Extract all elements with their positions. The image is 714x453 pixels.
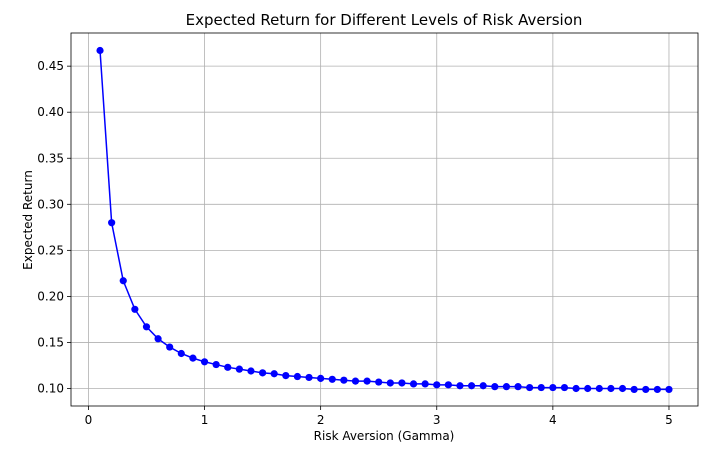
- data-point: [386, 379, 394, 387]
- data-point: [108, 219, 116, 227]
- data-point: [293, 372, 302, 381]
- data-point: [433, 381, 441, 389]
- data-point: [409, 380, 418, 388]
- data-point: [270, 370, 278, 378]
- data-point: [584, 384, 592, 393]
- data-point: [258, 369, 267, 377]
- data-point: [305, 373, 313, 382]
- data-point: [537, 383, 545, 392]
- data-point: [351, 377, 360, 385]
- data-point: [398, 379, 406, 387]
- y-tick-label: 0.40: [37, 105, 64, 119]
- data-point: [142, 323, 151, 331]
- data-point: [467, 382, 476, 390]
- data-point: [479, 382, 487, 390]
- x-tick-label: 4: [549, 413, 557, 427]
- data-point: [166, 343, 174, 351]
- data-point: [630, 385, 638, 394]
- data-point: [618, 384, 627, 393]
- data-point: [96, 46, 104, 55]
- data-point: [665, 385, 673, 394]
- x-tick-label: 3: [433, 413, 441, 427]
- data-point: [526, 383, 534, 392]
- series-line: [99, 50, 669, 391]
- data-point: [607, 384, 615, 393]
- data-point: [653, 385, 661, 394]
- data-point: [421, 380, 429, 388]
- tick-layer: 0 1 2 3 4 5 0.10 0.15 0.20 0.25 0.30 0.35 0.40 0.45: [37, 59, 673, 427]
- grid-layer: [71, 33, 698, 406]
- data-point: [235, 365, 243, 373]
- data-point: [154, 335, 162, 343]
- x-tick-label: 5: [665, 413, 673, 427]
- y-tick-label: 0.20: [37, 289, 64, 303]
- y-tick-label: 0.45: [37, 59, 64, 73]
- data-point: [131, 305, 139, 313]
- y-tick-label: 0.25: [37, 243, 64, 257]
- y-tick-label: 0.10: [37, 382, 64, 396]
- data-point: [514, 383, 522, 391]
- data-point: [363, 377, 371, 385]
- data-point: [200, 358, 209, 366]
- data-point: [177, 349, 185, 358]
- y-tick-label: 0.30: [37, 197, 64, 211]
- x-tick-label: 0: [85, 413, 93, 427]
- data-point: [595, 384, 603, 393]
- data-point: [549, 383, 557, 392]
- data-point: [491, 383, 499, 391]
- data-point: [340, 376, 348, 384]
- y-axis-label: Expected Return: [21, 170, 35, 270]
- data-point: [247, 367, 255, 375]
- chart-title: Expected Return for Different Levels of …: [186, 11, 583, 29]
- x-tick-label: 1: [201, 413, 209, 427]
- data-point: [224, 363, 232, 371]
- data-point: [212, 360, 220, 369]
- x-axis-label: Risk Aversion (Gamma): [314, 429, 455, 443]
- data-point: [456, 382, 464, 390]
- y-tick-label: 0.35: [37, 151, 64, 165]
- data-point: [642, 385, 650, 394]
- data-point: [444, 381, 452, 389]
- data-point: [375, 378, 383, 386]
- data-point: [328, 375, 336, 383]
- data-point: [189, 354, 197, 362]
- data-point: [502, 383, 511, 391]
- series-layer: [96, 46, 673, 394]
- data-point: [317, 374, 325, 382]
- y-tick-label: 0.15: [37, 335, 64, 349]
- plot-frame: [70, 32, 699, 407]
- x-tick-label: 2: [317, 413, 325, 427]
- data-point: [572, 384, 580, 393]
- data-point: [282, 372, 290, 380]
- data-point: [560, 383, 569, 392]
- data-point: [119, 277, 127, 285]
